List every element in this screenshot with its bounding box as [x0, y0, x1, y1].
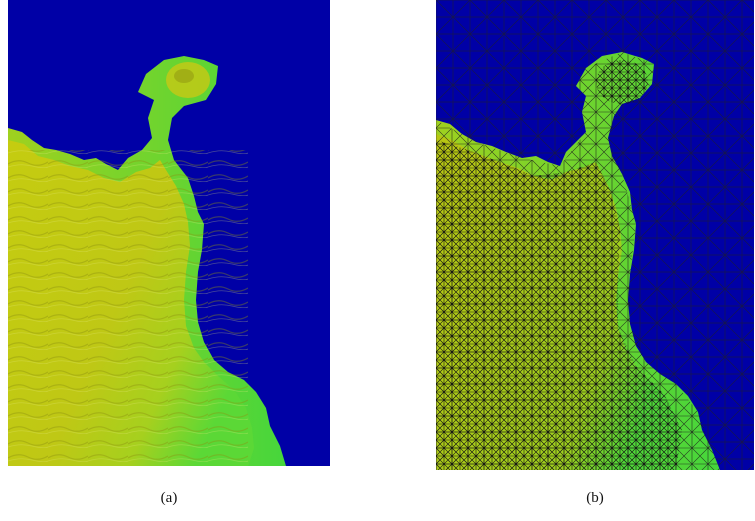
terrain-map-a — [8, 0, 330, 466]
relief-texture-a — [8, 150, 248, 466]
panel-b-mesh-map — [436, 0, 754, 470]
terrain-map-b — [436, 0, 754, 470]
island-mesh-b — [596, 60, 648, 104]
panel-a-terrain-map — [8, 0, 330, 466]
island-shade-a — [174, 69, 194, 83]
panel-a-caption: (a) — [139, 490, 199, 507]
panel-b-caption: (b) — [565, 490, 625, 507]
